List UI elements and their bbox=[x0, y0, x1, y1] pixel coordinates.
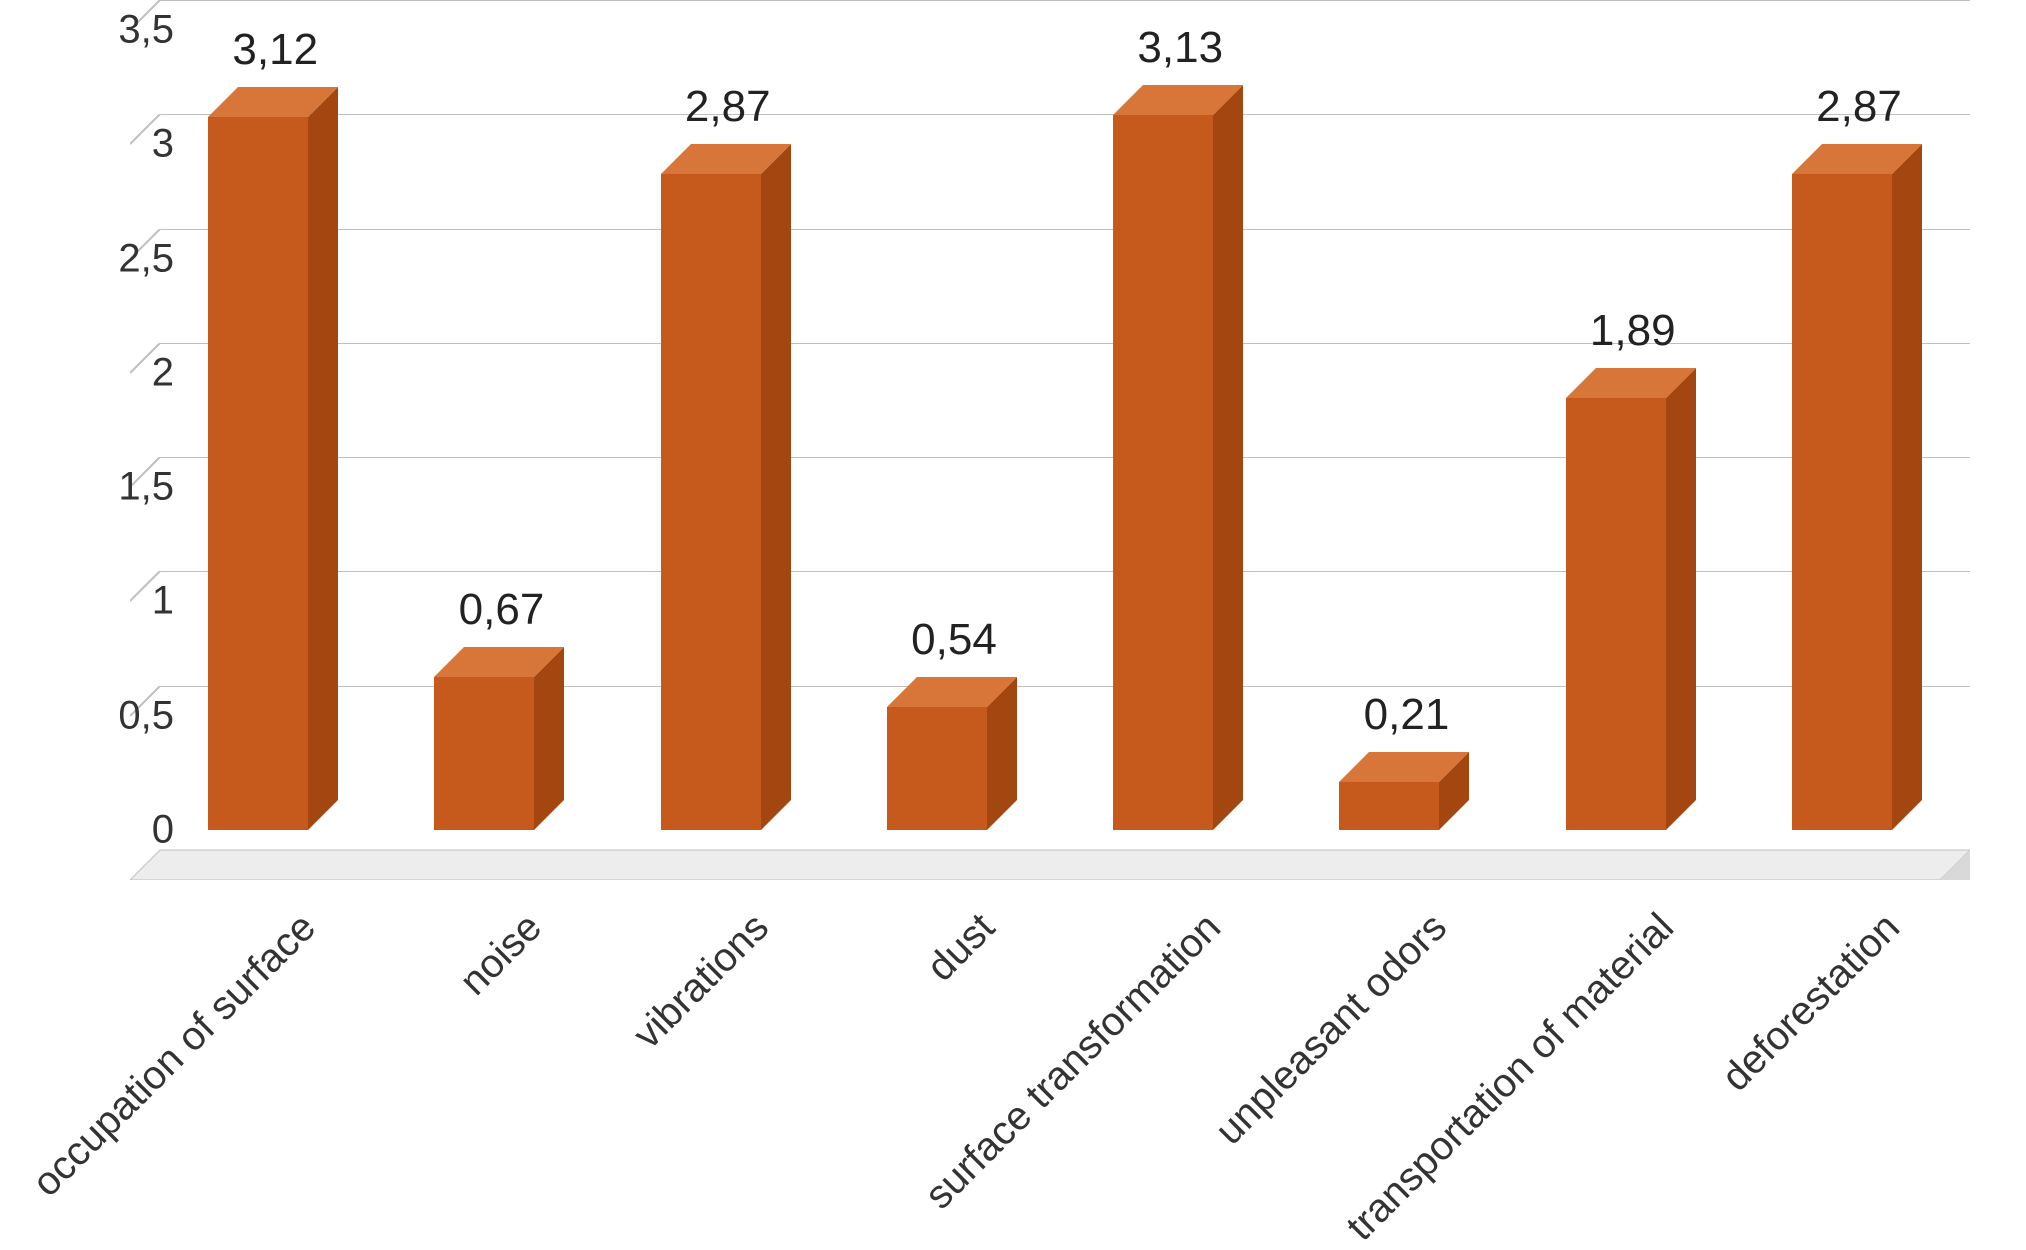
category-label: deforestation bbox=[1713, 905, 1908, 1100]
y-tick-label: 1 bbox=[152, 579, 174, 624]
value-label: 3,12 bbox=[232, 25, 318, 75]
y-tick-label: 0 bbox=[152, 808, 174, 853]
y-tick-label: 2 bbox=[152, 350, 174, 395]
gridline bbox=[130, 114, 1970, 146]
value-label: 0,21 bbox=[1364, 690, 1450, 740]
value-label: 1,89 bbox=[1590, 306, 1676, 356]
chart-floor bbox=[130, 830, 1970, 880]
category-label: vibrations bbox=[625, 905, 778, 1058]
value-label: 0,54 bbox=[911, 615, 997, 665]
y-tick-label: 0,5 bbox=[118, 693, 174, 738]
gridline bbox=[130, 0, 1970, 32]
value-label: 3,13 bbox=[1137, 23, 1223, 73]
category-label: dust bbox=[918, 905, 1003, 990]
y-tick-label: 3,5 bbox=[118, 8, 174, 53]
value-label: 2,87 bbox=[685, 82, 771, 132]
bar-chart: 3,12 0,67 2,87 0,54 3,13 0,21 1,89 2,87 … bbox=[0, 0, 2026, 1228]
gridline bbox=[130, 229, 1970, 261]
y-tick-label: 2,5 bbox=[118, 236, 174, 281]
value-label: 0,67 bbox=[459, 585, 545, 635]
y-tick-label: 3 bbox=[152, 122, 174, 167]
value-label: 2,87 bbox=[1816, 82, 1902, 132]
category-label: unpleasant odors bbox=[1207, 905, 1456, 1154]
plot-area: 3,12 0,67 2,87 0,54 3,13 0,21 1,89 2,87 bbox=[130, 30, 1970, 880]
y-tick-label: 1,5 bbox=[118, 465, 174, 510]
category-label: occupation of surface bbox=[24, 905, 325, 1206]
category-label: noise bbox=[452, 905, 551, 1004]
